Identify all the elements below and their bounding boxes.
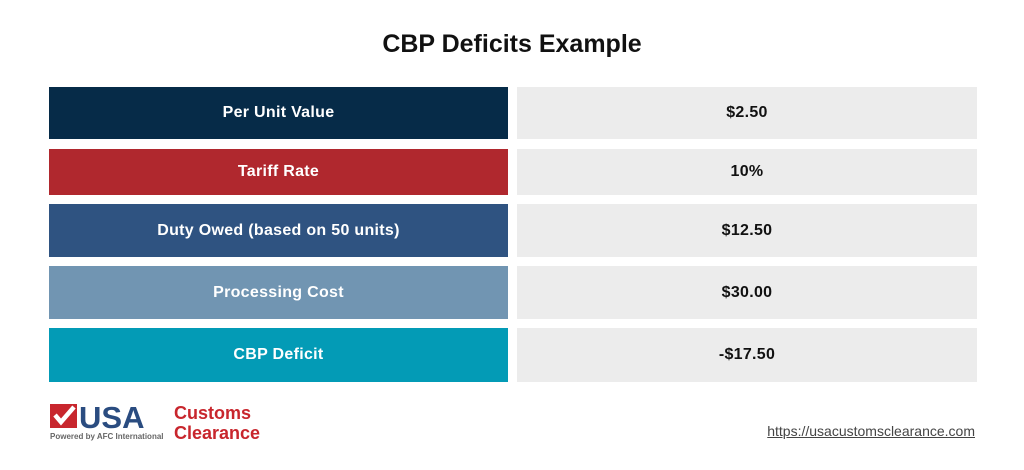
row-value: 10% bbox=[517, 149, 977, 195]
svg-text:Clearance: Clearance bbox=[174, 423, 260, 442]
row-value: $2.50 bbox=[517, 87, 977, 139]
row-label: CBP Deficit bbox=[49, 328, 508, 382]
row-label: Processing Cost bbox=[49, 266, 508, 319]
svg-text:USA: USA bbox=[79, 402, 144, 435]
row-value: $12.50 bbox=[517, 204, 977, 257]
row-label: Tariff Rate bbox=[49, 149, 508, 195]
table-row: Tariff Rate 10% bbox=[49, 149, 977, 195]
table-row: Processing Cost $30.00 bbox=[49, 266, 977, 319]
table-row: Per Unit Value $2.50 bbox=[49, 87, 977, 139]
row-label: Duty Owed (based on 50 units) bbox=[49, 204, 508, 257]
row-value: $30.00 bbox=[517, 266, 977, 319]
table-row: Duty Owed (based on 50 units) $12.50 bbox=[49, 204, 977, 257]
row-label: Per Unit Value bbox=[49, 87, 508, 139]
website-link[interactable]: https://usacustomsclearance.com bbox=[767, 423, 975, 439]
svg-text:Customs: Customs bbox=[174, 403, 251, 423]
table-row: CBP Deficit -$17.50 bbox=[49, 328, 977, 382]
svg-text:Powered by AFC International: Powered by AFC International bbox=[50, 432, 164, 441]
row-value: -$17.50 bbox=[517, 328, 977, 382]
usa-customs-clearance-logo: USA Powered by AFC International Customs… bbox=[50, 400, 280, 443]
page-title: CBP Deficits Example bbox=[382, 30, 642, 58]
